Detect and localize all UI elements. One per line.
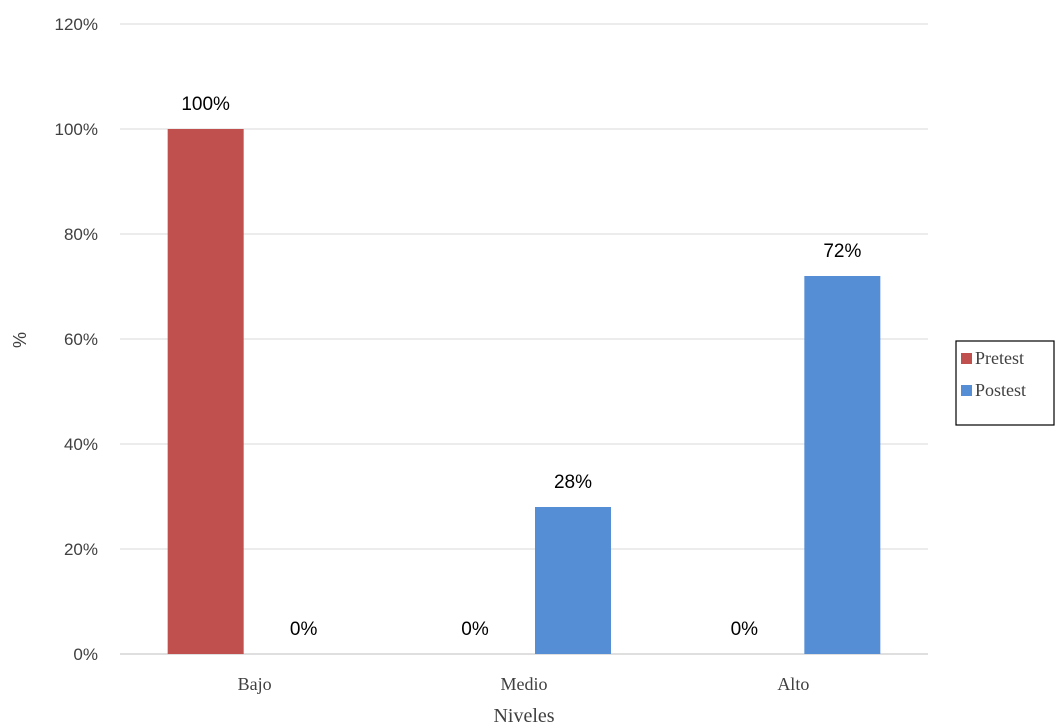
x-axis-categories: Bajo Medio Alto xyxy=(238,674,810,694)
data-label: 100% xyxy=(181,94,230,115)
legend-entry-postest: Postest xyxy=(975,380,1026,400)
gridlines xyxy=(120,23,928,655)
x-axis-label: Niveles xyxy=(493,705,554,727)
y-tick-label: 60% xyxy=(64,330,98,349)
y-tick-label: 80% xyxy=(64,225,98,244)
data-labels: 100% 0% 0% 28% 0% 72% xyxy=(181,94,861,640)
bar-pretest-bajo xyxy=(167,129,244,654)
y-tick-label: 40% xyxy=(64,435,98,454)
x-tick-label: Medio xyxy=(501,674,548,694)
bars xyxy=(167,129,881,654)
x-tick-label: Bajo xyxy=(238,674,272,694)
y-tick-label: 120% xyxy=(55,15,98,34)
y-axis-ticks: 0% 20% 40% 60% 80% 100% 120% xyxy=(55,15,98,664)
bar-postest-alto xyxy=(804,276,881,654)
data-label: 0% xyxy=(731,619,759,640)
y-tick-label: 0% xyxy=(73,645,98,664)
y-axis-label: % xyxy=(10,332,30,348)
legend-swatch-pretest xyxy=(961,353,972,364)
bar-postest-medio xyxy=(535,507,611,654)
data-label: 0% xyxy=(290,619,318,640)
data-label: 72% xyxy=(823,241,861,262)
legend-entry-pretest: Pretest xyxy=(975,348,1024,368)
x-tick-label: Alto xyxy=(777,674,809,694)
data-label: 0% xyxy=(461,619,489,640)
legend-box xyxy=(955,340,1055,426)
legend-swatch-postest xyxy=(961,385,972,396)
y-tick-label: 100% xyxy=(55,120,98,139)
data-label: 28% xyxy=(554,472,592,493)
legend: Pretest Postest xyxy=(955,340,1055,426)
y-tick-label: 20% xyxy=(64,540,98,559)
